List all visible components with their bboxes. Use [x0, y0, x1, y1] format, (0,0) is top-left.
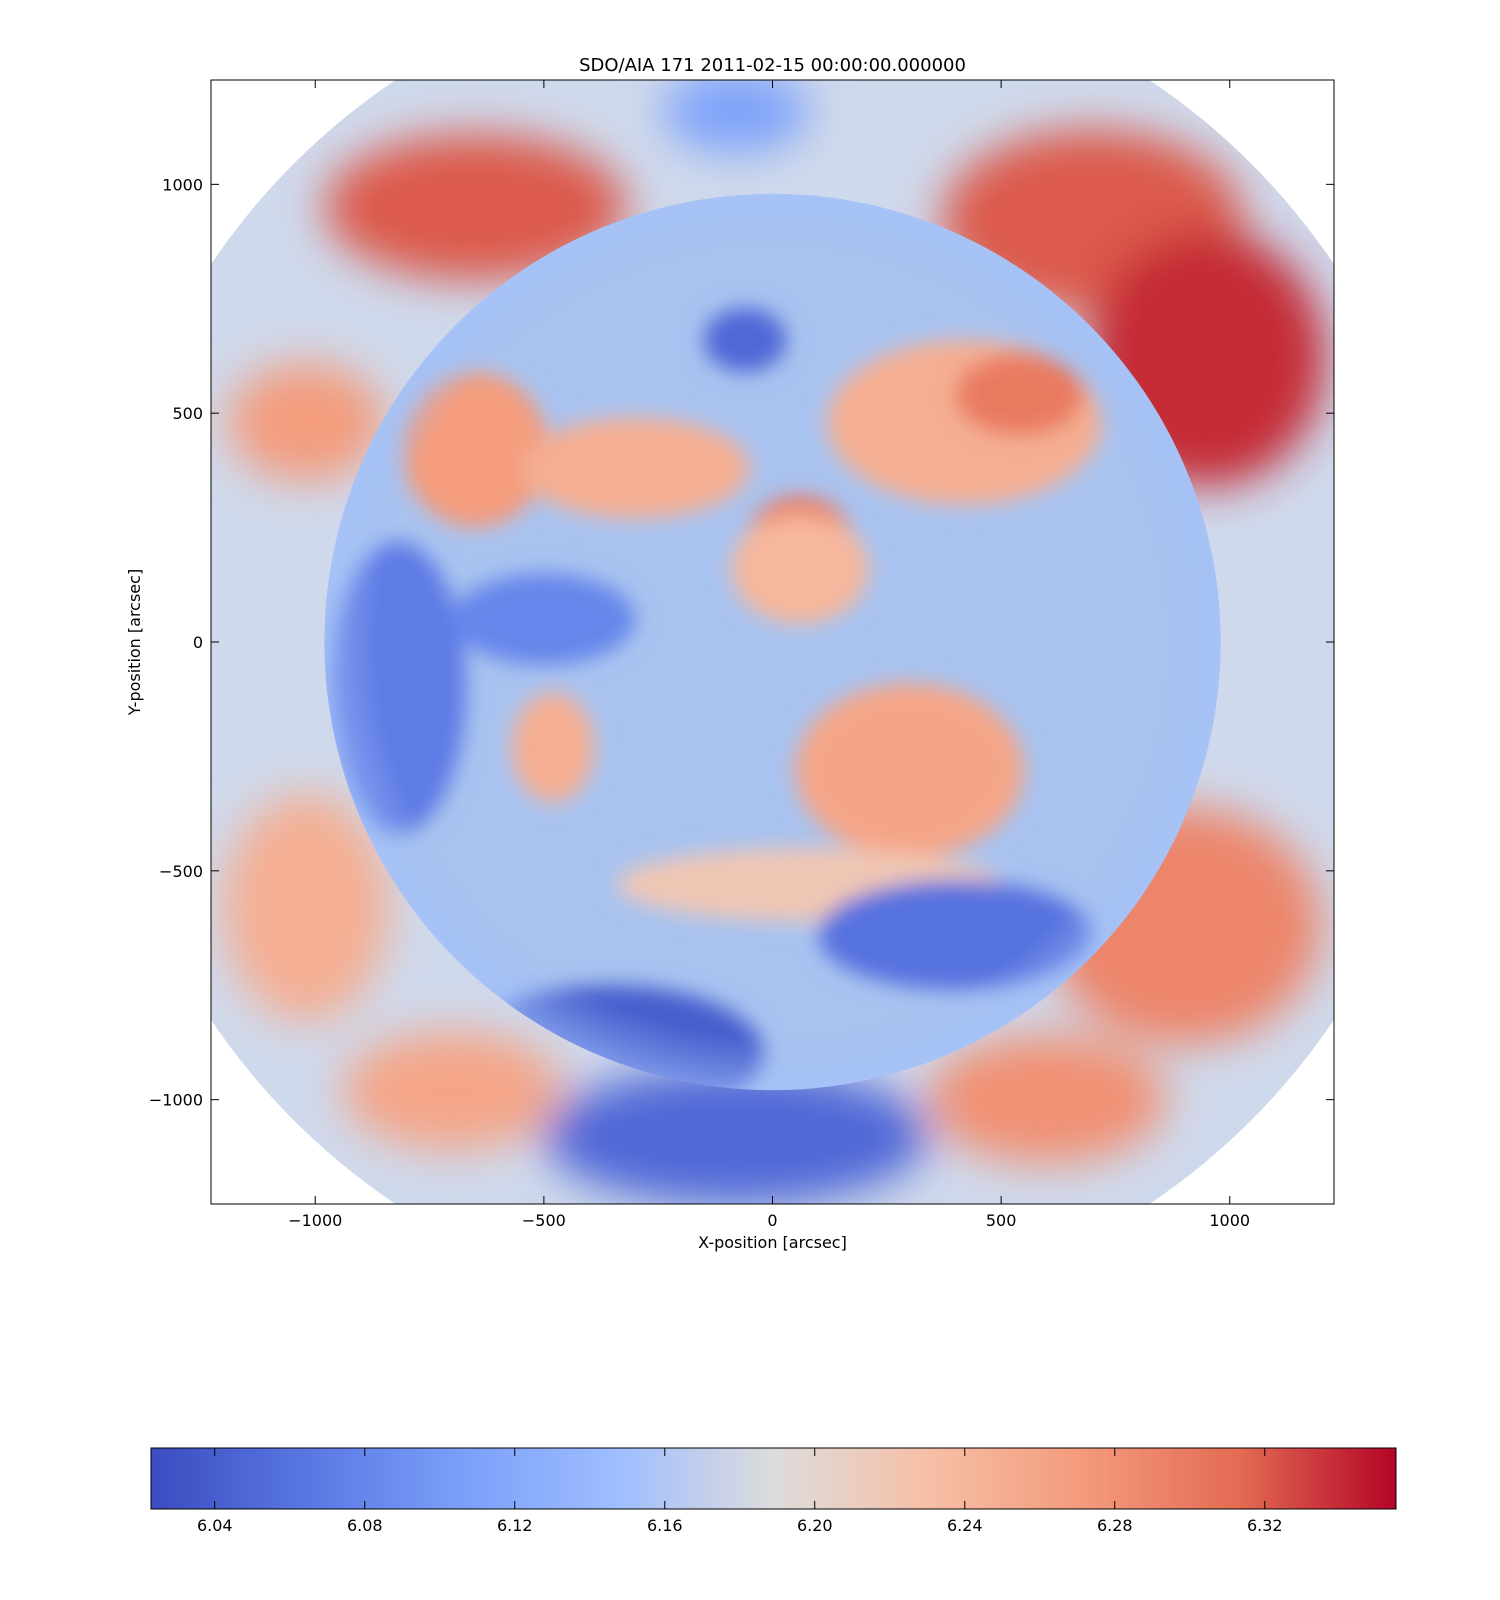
colorbar-tick-label: 6.28: [1097, 1516, 1133, 1535]
y-tick-label: 0: [193, 633, 203, 652]
intensity-region: [662, 80, 810, 153]
intensity-region: [342, 1031, 563, 1150]
x-tick-label: 0: [767, 1211, 777, 1230]
colorbar: 6.04 6.08 6.12 6.16 6.20 6.24 6.28 6.32: [150, 1447, 1397, 1535]
x-axis-label: X-position [arcsec]: [698, 1233, 847, 1252]
y-tick-label: −500: [159, 862, 203, 881]
colorbar-tick-label: 6.12: [497, 1516, 533, 1535]
intensity-region: [927, 1035, 1166, 1164]
colorbar-tick-label: 6.24: [947, 1516, 983, 1535]
colorbar-tick-label: 6.08: [347, 1516, 383, 1535]
y-tick-label: 1000: [162, 175, 203, 194]
intensity-region: [324, 134, 627, 281]
x-tick-label: 500: [986, 1211, 1017, 1230]
intensity-region: [228, 362, 384, 482]
colorbar-tick-label: 6.04: [197, 1516, 233, 1535]
colorbar-tick-label: 6.20: [797, 1516, 833, 1535]
y-tick-label: 500: [172, 404, 203, 423]
x-tick-label: −500: [522, 1211, 566, 1230]
colorbar-gradient: [150, 1447, 1397, 1510]
x-axis: −1000 −500 0 500 1000: [288, 80, 1250, 1230]
solar-image: [211, 80, 1334, 1204]
colorbar-tick-label: 6.32: [1247, 1516, 1283, 1535]
y-axis-label: Y-position [arcsec]: [125, 569, 144, 716]
colorbar-tick-label: 6.16: [647, 1516, 683, 1535]
x-tick-label: 1000: [1209, 1211, 1250, 1230]
intensity-region: [223, 793, 389, 1022]
intensity-region: [543, 1067, 928, 1204]
y-tick-label: −1000: [149, 1091, 203, 1110]
x-tick-label: −1000: [288, 1211, 342, 1230]
chart-title: SDO/AIA 171 2011-02-15 00:00:00.000000: [579, 55, 966, 76]
y-axis: 1000 500 0 −500 −1000: [149, 175, 1334, 1110]
solar-limb: [324, 193, 1221, 1091]
colorbar-ticks: 6.04 6.08 6.12 6.16 6.20 6.24 6.28 6.32: [197, 1448, 1283, 1535]
